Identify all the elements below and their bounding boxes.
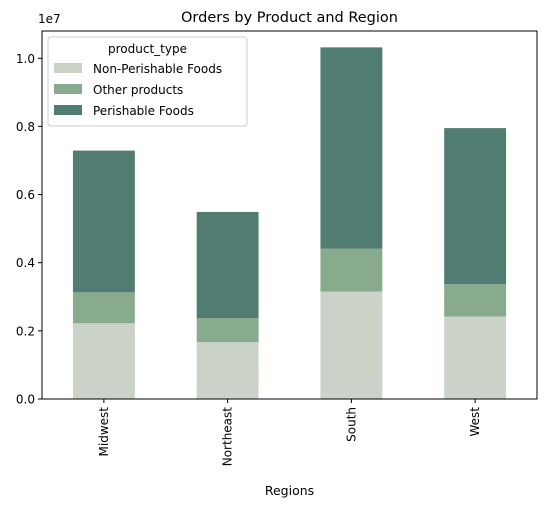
legend-box — [47, 36, 248, 127]
y-tick-label: 0.6 — [16, 188, 35, 202]
legend-title: product_type — [108, 42, 187, 56]
legend: product_type Non-Perishable Foods Other pr… — [47, 36, 248, 127]
bar-west-series-2 — [444, 128, 507, 285]
y-tick-label: 0.8 — [16, 120, 35, 134]
plot-frame — [41, 30, 538, 400]
bar-midwest-series-1 — [72, 292, 135, 324]
legend-label: Other products — [93, 83, 183, 97]
x-tick-label-south: South — [344, 407, 358, 442]
legend-label: Perishable Foods — [93, 104, 194, 118]
y-tick-label: 0.4 — [16, 256, 35, 270]
x-tick-label-midwest: Midwest — [97, 407, 111, 457]
y-tick-label: 0.2 — [16, 324, 35, 338]
bar-northeast-series-0 — [196, 342, 259, 399]
bar-northeast-series-1 — [196, 318, 259, 343]
bars-group — [72, 47, 507, 399]
legend-swatch — [54, 105, 82, 115]
legend-label: Non-Perishable Foods — [93, 62, 222, 76]
bar-midwest-series-2 — [72, 150, 135, 293]
legend-swatch — [54, 63, 82, 73]
bar-west-series-0 — [444, 316, 507, 399]
x-axis-label: Regions — [265, 483, 314, 498]
bar-south-series-0 — [320, 291, 383, 399]
bar-midwest-series-0 — [72, 323, 135, 399]
x-axis: Midwest Northeast South West — [97, 399, 482, 466]
y-tick-label: 1.0 — [16, 52, 35, 66]
bar-south-series-1 — [320, 248, 383, 292]
y-axis: 0.0 0.2 0.4 0.6 0.8 1.0 — [16, 52, 42, 407]
bar-west-series-1 — [444, 284, 507, 317]
chart-title: Orders by Product and Region — [181, 10, 398, 26]
legend-swatch — [54, 84, 82, 94]
bar-south-series-2 — [320, 47, 383, 249]
y-tick-label: 0.0 — [16, 393, 35, 407]
x-tick-label-west: West — [468, 407, 482, 437]
x-tick-label-northeast: Northeast — [221, 407, 235, 467]
bar-northeast-series-2 — [196, 211, 259, 319]
y-axis-offset-text: 1e7 — [38, 12, 61, 26]
